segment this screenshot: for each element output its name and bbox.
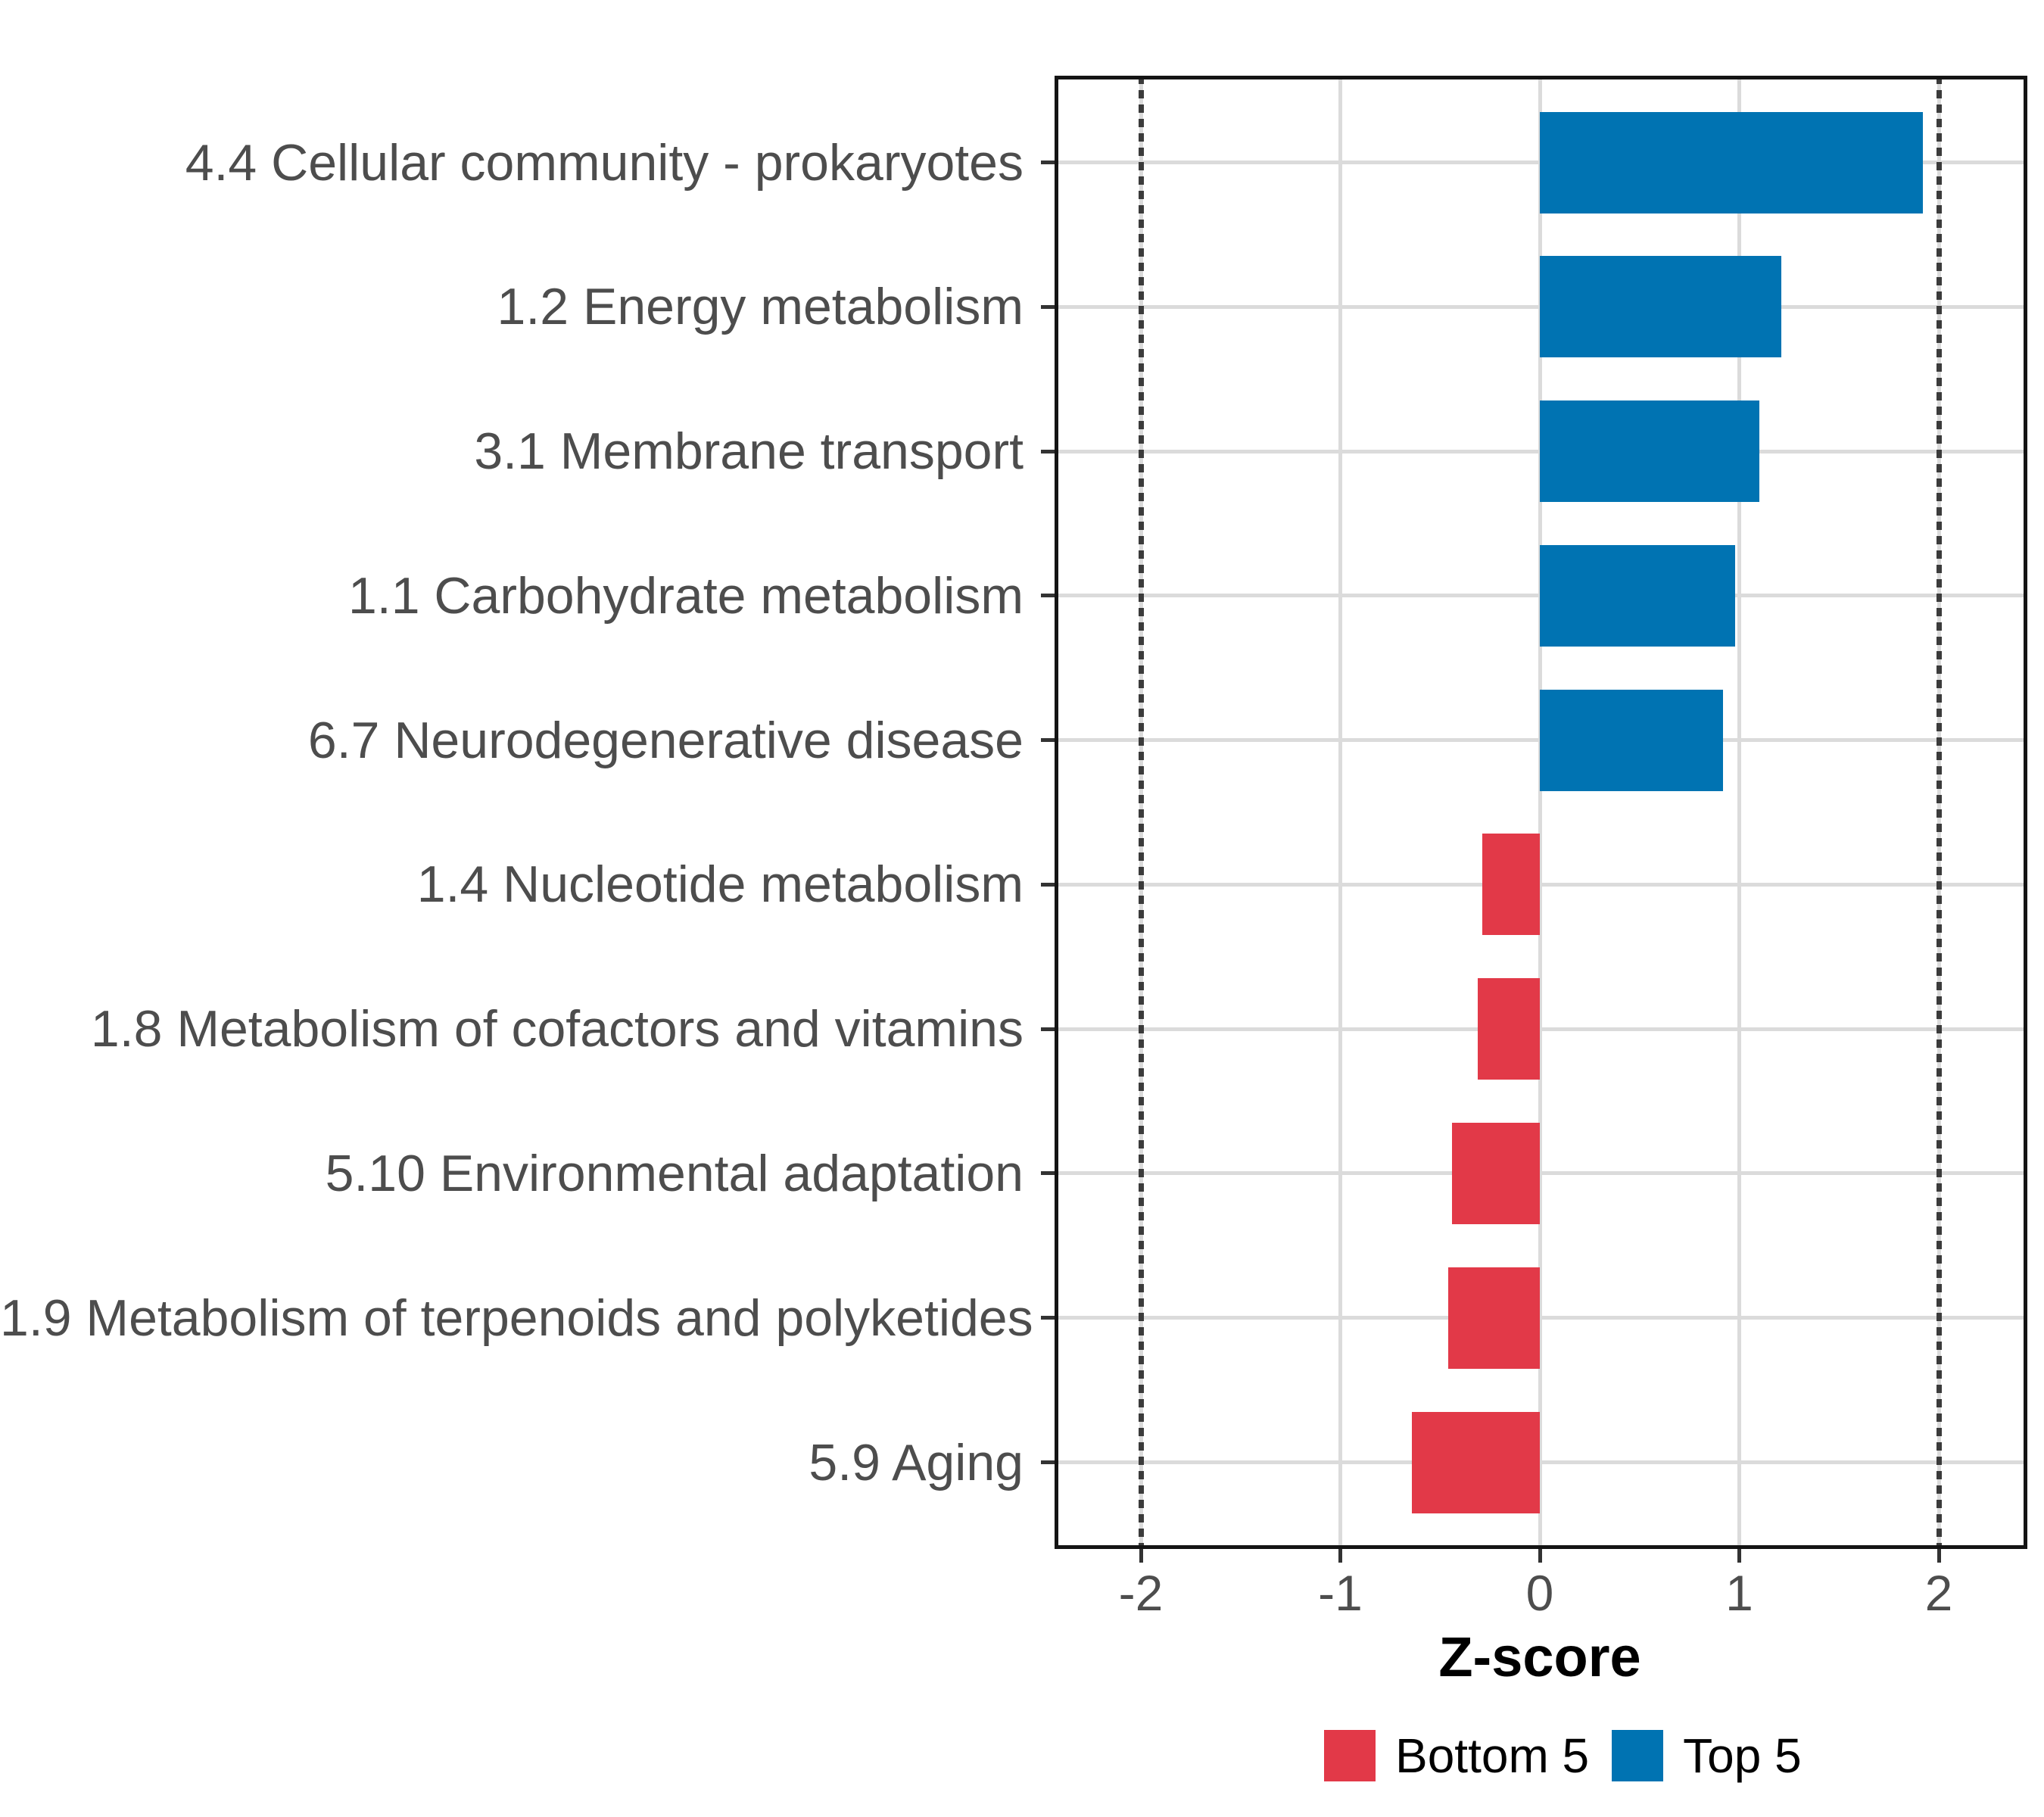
bar	[1452, 1122, 1540, 1224]
x-tick-mark	[1139, 1549, 1143, 1563]
x-tick-mark	[1338, 1549, 1342, 1563]
y-tick-mark	[1041, 594, 1055, 598]
y-tick-mark	[1041, 1316, 1055, 1320]
x-tick-label: 1	[1725, 1565, 1753, 1621]
bar	[1540, 544, 1736, 647]
reference-line	[1936, 76, 1942, 1549]
x-axis-title: Z-score	[1438, 1625, 1641, 1688]
legend-entry: Top 5	[1612, 1730, 1802, 1781]
legend: Bottom 5 Top 5	[1324, 1730, 1824, 1781]
legend-label: Bottom 5	[1395, 1728, 1590, 1783]
x-tick-mark	[1538, 1549, 1542, 1563]
y-tick-mark	[1041, 449, 1055, 453]
category-label: 3.1 Membrane transport	[474, 422, 1024, 481]
bar	[1540, 689, 1724, 791]
x-tick-mark	[1937, 1549, 1941, 1563]
legend-entry: Bottom 5	[1324, 1730, 1589, 1781]
category-label: 5.9 Aging	[809, 1433, 1024, 1491]
y-tick-mark	[1041, 1171, 1055, 1176]
x-tick-label: -2	[1118, 1565, 1164, 1621]
category-label: 1.1 Carbohydrate metabolism	[347, 566, 1024, 625]
legend-label: Top 5	[1683, 1728, 1802, 1783]
reference-line	[1138, 76, 1144, 1549]
x-tick-label: 0	[1525, 1565, 1554, 1621]
category-label: 6.7 Neurodegenerative disease	[307, 711, 1024, 769]
bar	[1540, 256, 1781, 358]
legend-swatch	[1324, 1730, 1376, 1781]
bar	[1478, 978, 1540, 1080]
y-tick-mark	[1041, 738, 1055, 743]
bar	[1482, 834, 1540, 936]
category-label: 1.2 Energy metabolism	[497, 278, 1024, 336]
y-tick-mark	[1041, 882, 1055, 887]
bar	[1540, 400, 1759, 503]
bar	[1540, 111, 1923, 213]
category-label: 4.4 Cellular community - prokaryotes	[185, 133, 1024, 192]
bar	[1412, 1411, 1540, 1513]
y-tick-mark	[1041, 304, 1055, 309]
x-tick-label: -1	[1318, 1565, 1363, 1621]
y-tick-mark	[1041, 1027, 1055, 1031]
plot-panel	[1055, 76, 2027, 1549]
category-label: 1.9 Metabolism of terpenoids and polyket…	[0, 1289, 1033, 1347]
y-tick-mark	[1041, 161, 1055, 164]
category-label: 1.8 Metabolism of cofactors and vitamins	[90, 1000, 1024, 1058]
category-label: 5.10 Environmental adaptation	[325, 1144, 1024, 1202]
bar	[1447, 1267, 1540, 1369]
legend-swatch	[1612, 1730, 1664, 1781]
gridline-x	[1538, 76, 1542, 1549]
category-label: 1.4 Nucleotide metabolism	[416, 856, 1024, 914]
gridline-x	[1737, 76, 1741, 1549]
gridline-x	[1338, 76, 1342, 1549]
x-tick-mark	[1737, 1549, 1741, 1563]
x-tick-label: 2	[1924, 1565, 1953, 1621]
y-tick-mark	[1041, 1460, 1055, 1465]
